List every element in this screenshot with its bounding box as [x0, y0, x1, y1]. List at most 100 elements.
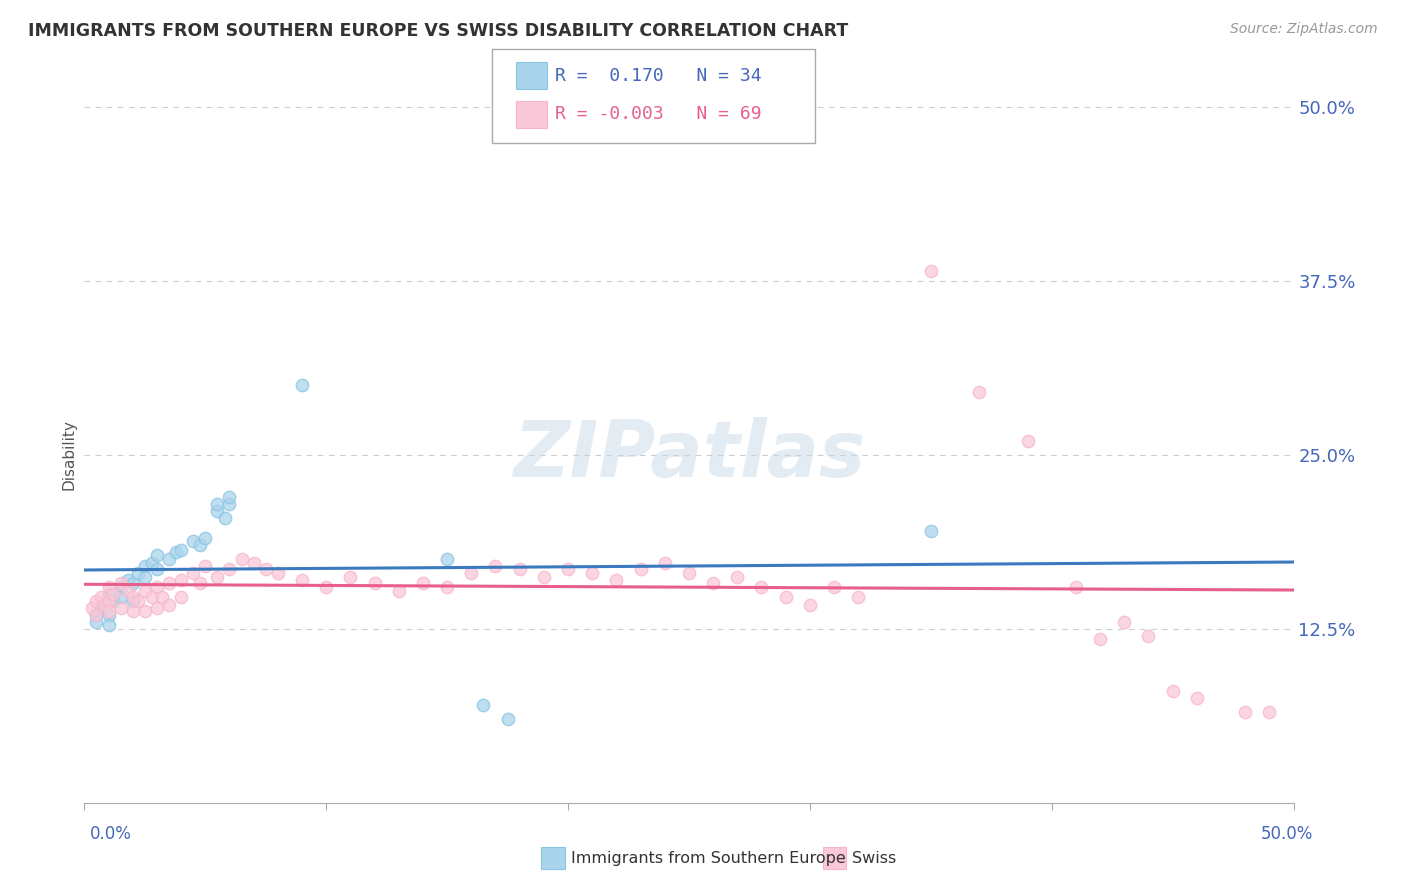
Text: IMMIGRANTS FROM SOUTHERN EUROPE VS SWISS DISABILITY CORRELATION CHART: IMMIGRANTS FROM SOUTHERN EUROPE VS SWISS…	[28, 22, 848, 40]
Point	[90, 590, 112, 604]
Point	[165, 545, 187, 559]
Point	[509, 562, 531, 576]
Point	[121, 576, 143, 591]
Point	[80, 601, 103, 615]
Point	[110, 580, 132, 594]
Y-axis label: Disability: Disability	[60, 419, 76, 491]
Point	[86, 607, 108, 622]
Point	[581, 566, 603, 581]
Point	[846, 590, 869, 604]
Point	[181, 566, 204, 581]
Point	[181, 534, 204, 549]
Point	[242, 557, 264, 571]
Text: Swiss: Swiss	[852, 851, 896, 865]
Point	[190, 538, 212, 552]
Point	[110, 601, 132, 615]
Point	[218, 562, 240, 576]
Point	[557, 562, 579, 576]
Point	[799, 598, 821, 612]
Point	[1088, 632, 1111, 646]
Point	[1114, 615, 1136, 629]
Point	[170, 573, 193, 587]
Point	[751, 580, 773, 594]
Point	[920, 264, 942, 278]
Point	[1017, 434, 1039, 448]
Point	[315, 580, 337, 594]
Text: R =  0.170   N = 34: R = 0.170 N = 34	[555, 67, 762, 85]
Point	[194, 559, 217, 574]
Point	[484, 559, 506, 574]
Point	[472, 698, 495, 713]
Point	[436, 552, 458, 566]
Point	[678, 566, 700, 581]
Point	[103, 587, 125, 601]
Point	[388, 584, 411, 599]
Point	[1137, 629, 1160, 643]
Point	[231, 552, 253, 566]
Point	[630, 562, 652, 576]
Point	[157, 576, 180, 591]
Point	[121, 594, 143, 608]
Point	[207, 497, 229, 511]
Point	[134, 604, 156, 618]
Point	[339, 570, 361, 584]
Point	[823, 580, 845, 594]
Point	[363, 576, 385, 591]
Text: Immigrants from Southern Europe: Immigrants from Southern Europe	[571, 851, 845, 865]
Point	[97, 587, 120, 601]
Point	[291, 573, 314, 587]
Point	[141, 590, 163, 604]
Point	[254, 562, 277, 576]
Point	[97, 604, 120, 618]
Point	[533, 570, 555, 584]
Point	[170, 590, 193, 604]
Point	[214, 510, 236, 524]
Point	[127, 594, 149, 608]
Point	[110, 590, 132, 604]
Point	[725, 570, 748, 584]
Point	[775, 590, 797, 604]
Point	[93, 598, 115, 612]
Point	[1064, 580, 1087, 594]
Point	[86, 594, 108, 608]
Text: Source: ZipAtlas.com: Source: ZipAtlas.com	[1230, 22, 1378, 37]
Point	[146, 562, 169, 576]
Point	[436, 580, 458, 594]
Point	[117, 573, 139, 587]
Point	[117, 584, 139, 599]
Point	[134, 559, 156, 574]
Point	[207, 570, 229, 584]
Point	[110, 576, 132, 591]
Point	[90, 601, 112, 615]
Point	[967, 385, 990, 400]
Point	[194, 532, 217, 546]
Point	[207, 503, 229, 517]
Point	[218, 490, 240, 504]
Point	[134, 584, 156, 599]
Point	[605, 573, 627, 587]
Point	[97, 607, 120, 622]
Point	[702, 576, 724, 591]
Point	[654, 557, 676, 571]
Point	[86, 607, 108, 622]
Point	[97, 594, 120, 608]
Point	[920, 524, 942, 539]
Point	[218, 497, 240, 511]
Point	[146, 601, 169, 615]
Point	[291, 378, 314, 392]
Point	[86, 615, 108, 629]
Text: ZIPatlas: ZIPatlas	[513, 417, 865, 493]
Text: 0.0%: 0.0%	[90, 825, 132, 843]
Point	[146, 548, 169, 562]
Point	[190, 576, 212, 591]
Point	[146, 580, 169, 594]
Point	[97, 580, 120, 594]
Point	[1258, 706, 1281, 720]
Point	[1234, 706, 1257, 720]
Point	[103, 594, 125, 608]
Point	[127, 566, 149, 581]
Text: R = -0.003   N = 69: R = -0.003 N = 69	[555, 105, 762, 123]
Point	[267, 566, 290, 581]
Point	[97, 617, 120, 632]
Point	[141, 557, 163, 571]
